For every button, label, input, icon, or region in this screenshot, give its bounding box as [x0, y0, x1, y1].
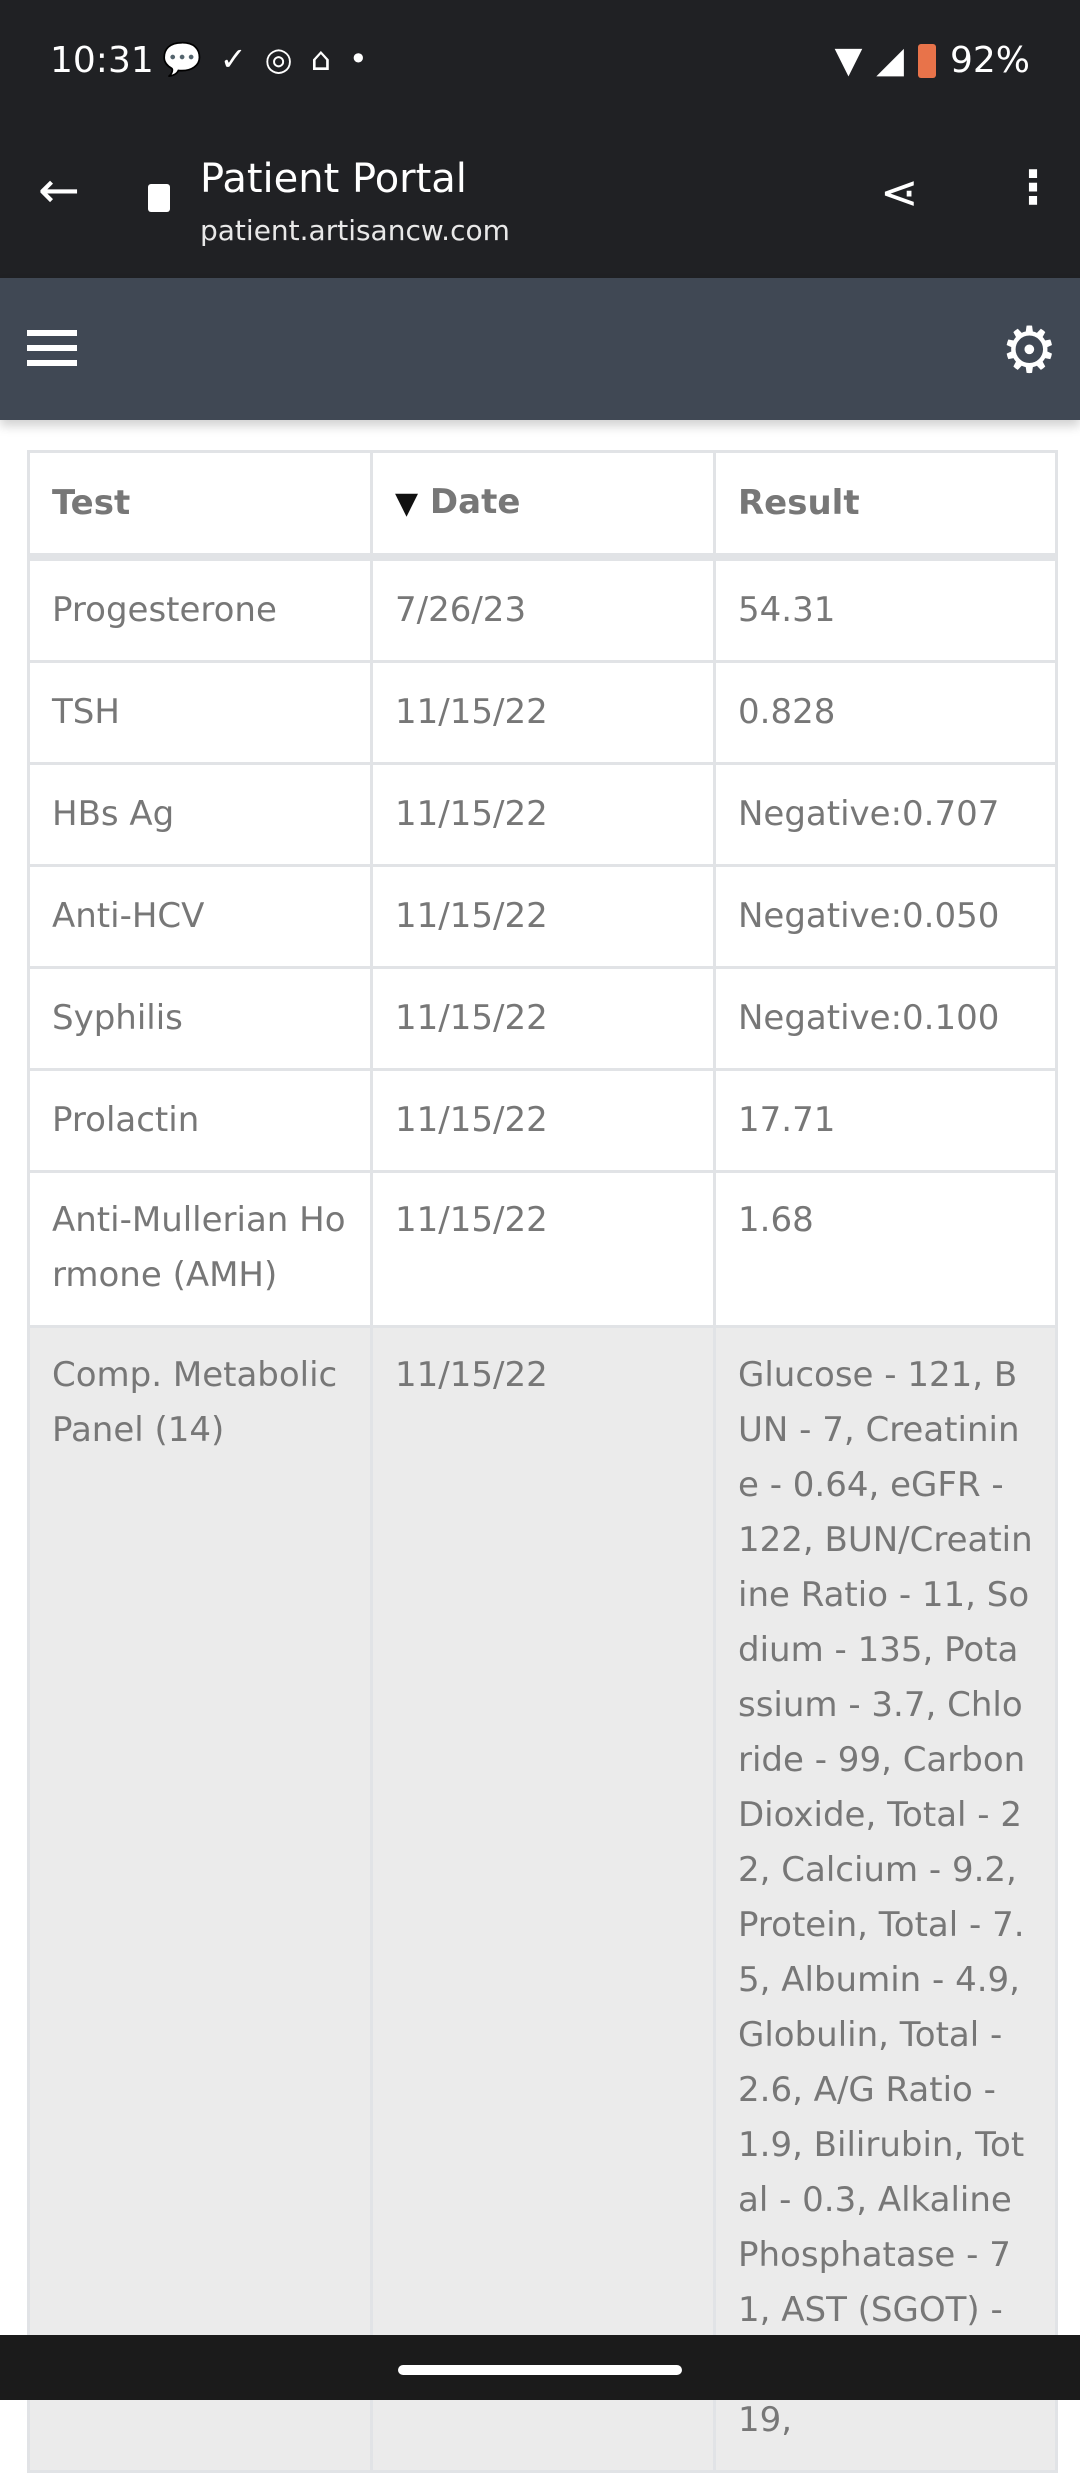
table-row: Anti-HCV 11/15/22 Negative:0.050 — [27, 864, 1058, 969]
table-row: Syphilis 11/15/22 Negative:0.100 — [27, 966, 1058, 1071]
share-icon[interactable]: ⋖ — [880, 165, 919, 219]
system-icons: ▼ ◢ 92% — [835, 40, 1030, 81]
table-header-row: Test ▼ Date Result — [27, 450, 1058, 561]
notification-icons: 💬✓◎⌂• — [162, 40, 386, 78]
table-row: Prolactin 11/15/22 17.71 — [27, 1068, 1058, 1173]
more-options-icon[interactable]: ⋮ — [1010, 160, 1056, 214]
cell-date: 11/15/22 — [370, 966, 716, 1071]
table-row: Comp. Metabolic Panel (14) 11/15/22 Glucos… — [27, 1325, 1058, 2473]
lock-icon[interactable] — [148, 184, 170, 212]
clock: 10:31 — [50, 40, 154, 81]
hamburger-menu-icon[interactable] — [27, 330, 77, 366]
page-title: Patient Portal — [200, 156, 467, 202]
browser-toolbar: ← Patient Portal patient.artisancw.com ⋖… — [0, 110, 1080, 278]
cell-date: 11/15/22 — [370, 1068, 716, 1173]
cell-test: Syphilis — [27, 966, 373, 1071]
cell-date: 11/15/22 — [370, 1325, 716, 2473]
cell-test: Progesterone — [27, 555, 373, 663]
table-row: HBs Ag 11/15/22 Negative:0.707 — [27, 762, 1058, 867]
wifi-icon: ▼ — [834, 40, 863, 81]
cell-result: Glucose - 121, BUN - 7, Creatinine - 0.6… — [713, 1325, 1058, 2473]
cell-test: Anti-Mullerian Hormone (AMH) — [27, 1170, 373, 1328]
page-url[interactable]: patient.artisancw.com — [200, 214, 510, 247]
cell-date: 7/26/23 — [370, 555, 716, 663]
cell-test: TSH — [27, 660, 373, 765]
column-header-result[interactable]: Result — [713, 450, 1058, 561]
column-header-date-label: Date — [429, 482, 521, 522]
cell-result: 17.71 — [713, 1068, 1058, 1173]
cell-result: Negative:0.707 — [713, 762, 1058, 867]
signal-icon: ◢ — [876, 40, 904, 81]
lab-results-table: Test ▼ Date Result Progesterone 7/26/23 54… — [27, 450, 1058, 2473]
status-bar: 10:31 💬✓◎⌂• ▼ ◢ 92% — [0, 0, 1080, 110]
cell-test: Anti-HCV — [27, 864, 373, 969]
table-row: TSH 11/15/22 0.828 — [27, 660, 1058, 765]
gear-icon[interactable]: ⚙ — [1000, 314, 1058, 388]
battery-percent: 92% — [949, 40, 1030, 81]
cell-result: 54.31 — [713, 555, 1058, 663]
battery-icon — [917, 43, 936, 78]
cell-result: Negative:0.100 — [713, 966, 1058, 1071]
cell-date: 11/15/22 — [370, 660, 716, 765]
sort-descending-icon: ▼ — [395, 486, 419, 521]
cell-test: Comp. Metabolic Panel (14) — [27, 1325, 373, 2473]
cell-date: 11/15/22 — [370, 1170, 716, 1328]
cell-date: 11/15/22 — [370, 864, 716, 969]
cell-date: 11/15/22 — [370, 762, 716, 867]
cell-test: Prolactin — [27, 1068, 373, 1173]
table-row: Anti-Mullerian Hormone (AMH) 11/15/22 1.68 — [27, 1170, 1058, 1328]
back-arrow-icon[interactable]: ← — [38, 161, 80, 219]
app-header: ⚙ — [0, 278, 1080, 420]
cell-test: HBs Ag — [27, 762, 373, 867]
column-header-test[interactable]: Test — [27, 450, 373, 561]
home-gesture-handle[interactable] — [398, 2365, 682, 2375]
system-nav-bar — [0, 2335, 1080, 2400]
cell-result: 1.68 — [713, 1170, 1058, 1328]
table-row: Progesterone 7/26/23 54.31 — [27, 555, 1058, 663]
column-header-date[interactable]: ▼ Date — [370, 450, 716, 561]
cell-result: 0.828 — [713, 660, 1058, 765]
cell-result: Negative:0.050 — [713, 864, 1058, 969]
